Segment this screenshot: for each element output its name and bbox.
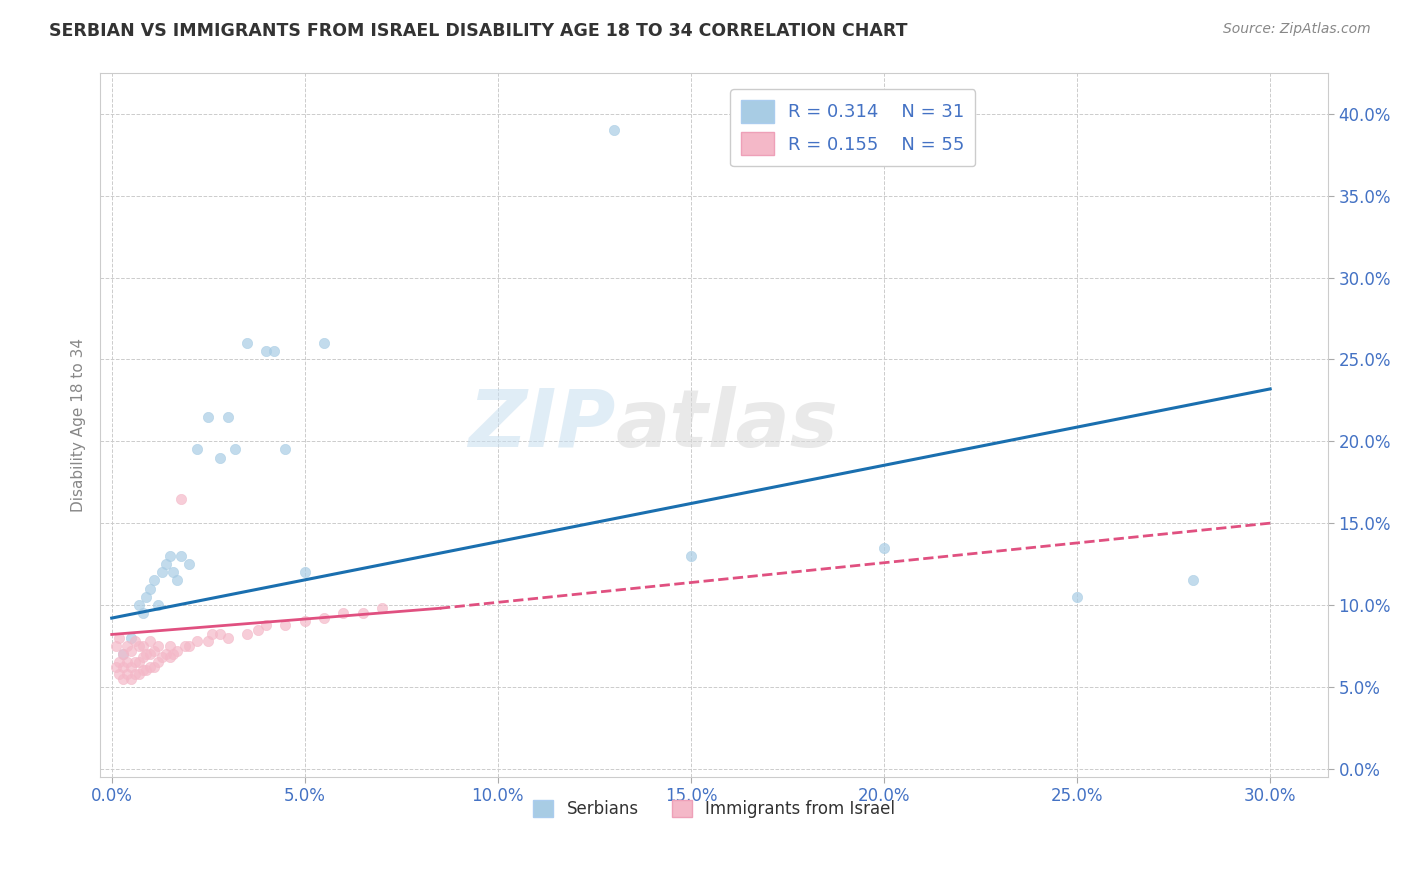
Point — [115, 655, 138, 669]
Text: Source: ZipAtlas.com: Source: ZipAtlas.com — [1223, 22, 1371, 37]
Point — [124, 634, 146, 648]
Point — [254, 617, 277, 632]
Point — [294, 615, 316, 629]
Point — [104, 639, 127, 653]
Point — [143, 660, 166, 674]
Point — [112, 647, 135, 661]
Point — [159, 549, 181, 563]
Point — [1066, 590, 1088, 604]
Point — [135, 590, 157, 604]
Point — [131, 664, 153, 678]
Point — [139, 660, 162, 674]
Point — [135, 664, 157, 678]
Point — [162, 647, 184, 661]
Point — [186, 442, 208, 457]
Point — [131, 606, 153, 620]
Point — [143, 644, 166, 658]
Point — [139, 582, 162, 596]
Point — [139, 647, 162, 661]
Text: SERBIAN VS IMMIGRANTS FROM ISRAEL DISABILITY AGE 18 TO 34 CORRELATION CHART: SERBIAN VS IMMIGRANTS FROM ISRAEL DISABI… — [49, 22, 908, 40]
Point — [112, 660, 135, 674]
Point — [128, 598, 150, 612]
Point — [197, 409, 219, 424]
Legend: Serbians, Immigrants from Israel: Serbians, Immigrants from Israel — [526, 793, 901, 825]
Point — [108, 666, 131, 681]
Point — [274, 617, 297, 632]
Point — [236, 336, 259, 351]
Point — [120, 672, 142, 686]
Point — [352, 606, 374, 620]
Point — [131, 650, 153, 665]
Point — [104, 660, 127, 674]
Point — [602, 123, 624, 137]
Point — [166, 644, 188, 658]
Point — [124, 666, 146, 681]
Point — [112, 647, 135, 661]
Point — [128, 666, 150, 681]
Point — [159, 650, 181, 665]
Point — [115, 666, 138, 681]
Point — [217, 409, 239, 424]
Point — [254, 344, 277, 359]
Point — [120, 631, 142, 645]
Point — [170, 549, 193, 563]
Point — [115, 639, 138, 653]
Point — [143, 574, 166, 588]
Text: atlas: atlas — [616, 386, 838, 464]
Point — [177, 557, 200, 571]
Point — [177, 639, 200, 653]
Point — [112, 672, 135, 686]
Point — [120, 644, 142, 658]
Point — [120, 660, 142, 674]
Point — [128, 639, 150, 653]
Point — [217, 631, 239, 645]
Point — [108, 655, 131, 669]
Point — [236, 627, 259, 641]
Point — [128, 655, 150, 669]
Point — [150, 566, 173, 580]
Point — [159, 639, 181, 653]
Point — [146, 655, 169, 669]
Point — [201, 627, 224, 641]
Point — [108, 631, 131, 645]
Point — [162, 566, 184, 580]
Point — [155, 557, 177, 571]
Point — [274, 442, 297, 457]
Point — [174, 639, 197, 653]
Point — [146, 598, 169, 612]
Point — [208, 627, 231, 641]
Point — [124, 655, 146, 669]
Point — [170, 491, 193, 506]
Point — [247, 623, 270, 637]
Point — [146, 639, 169, 653]
Point — [679, 549, 702, 563]
Point — [224, 442, 246, 457]
Point — [263, 344, 285, 359]
Point — [155, 647, 177, 661]
Point — [873, 541, 896, 555]
Point — [135, 647, 157, 661]
Point — [139, 634, 162, 648]
Point — [294, 566, 316, 580]
Point — [197, 634, 219, 648]
Point — [314, 336, 336, 351]
Text: ZIP: ZIP — [468, 386, 616, 464]
Y-axis label: Disability Age 18 to 34: Disability Age 18 to 34 — [72, 338, 86, 512]
Point — [166, 574, 188, 588]
Point — [371, 601, 394, 615]
Point — [131, 639, 153, 653]
Point — [332, 606, 354, 620]
Point — [150, 650, 173, 665]
Point — [186, 634, 208, 648]
Point — [208, 450, 231, 465]
Point — [314, 611, 336, 625]
Point — [1181, 574, 1204, 588]
